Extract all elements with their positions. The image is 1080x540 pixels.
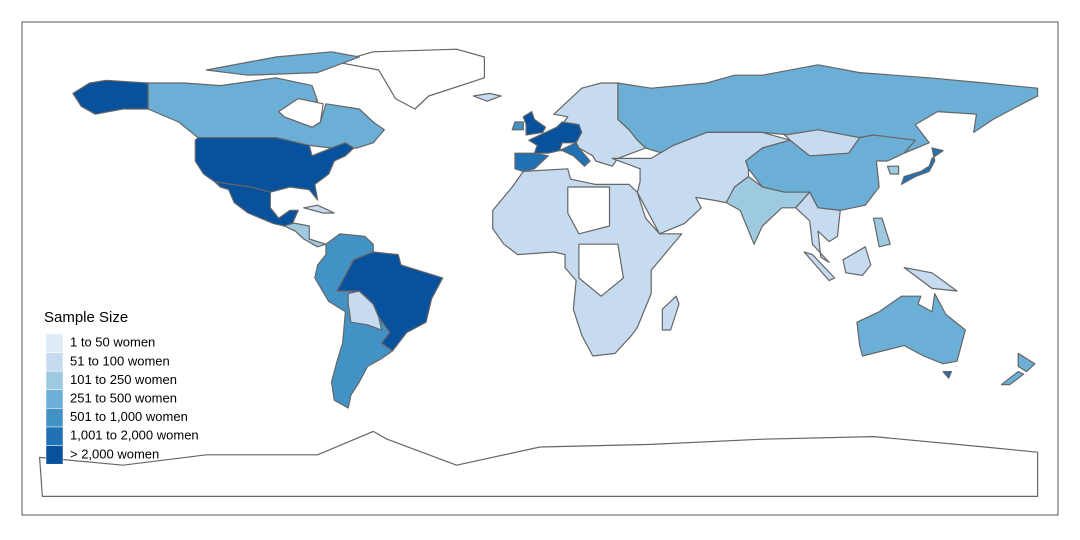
legend-swatch: [45, 370, 64, 391]
tasmania: [943, 372, 951, 379]
legend-swatch: [45, 426, 64, 446]
new-zealand-north: [1018, 353, 1035, 371]
mongolia: [785, 130, 860, 156]
legend-label: 1 to 50 women: [70, 335, 155, 350]
world-map: [40, 49, 1038, 496]
legend-label: > 2,000 women: [70, 446, 159, 461]
sahara-no-data: [568, 187, 610, 234]
australia: [857, 294, 965, 364]
iberia: [515, 153, 548, 171]
new-guinea: [904, 268, 957, 291]
legend-swatch: [45, 389, 64, 409]
italy: [559, 143, 590, 166]
legend-label: 51 to 100 women: [70, 353, 170, 368]
brazil: [337, 252, 443, 351]
canada-islands: [206, 52, 359, 75]
central-africa-no-data: [579, 244, 623, 296]
uk: [523, 112, 545, 135]
legend-label: 501 to 1,000 women: [70, 409, 188, 424]
philippines: [874, 218, 891, 247]
legend: Sample Size 1 to 50 women 51 to 100 women…: [44, 309, 199, 465]
antarctica: [40, 431, 1038, 496]
korea: [888, 166, 899, 174]
legend-label: 101 to 250 women: [70, 372, 177, 387]
hudson-bay: [279, 99, 323, 128]
legend-label: 251 to 500 women: [70, 391, 177, 406]
borneo: [843, 247, 871, 276]
southeast-asia: [796, 192, 840, 262]
iceland: [473, 93, 501, 101]
madagascar: [662, 296, 679, 330]
japan: [901, 148, 943, 184]
central-america: [284, 223, 326, 246]
cuba: [304, 205, 335, 213]
ireland: [512, 122, 523, 130]
legend-swatch: [45, 352, 64, 372]
mexico: [215, 182, 298, 226]
legend-swatch: [45, 333, 64, 353]
legend-title: Sample Size: [44, 309, 128, 326]
greenland: [337, 49, 484, 109]
legend-label: 1,001 to 2,000 women: [70, 428, 199, 443]
legend-swatch: [45, 445, 64, 465]
legend-swatch: [45, 408, 64, 428]
new-zealand-south: [1001, 372, 1023, 385]
alaska: [73, 80, 148, 114]
sumatra: [804, 252, 835, 281]
